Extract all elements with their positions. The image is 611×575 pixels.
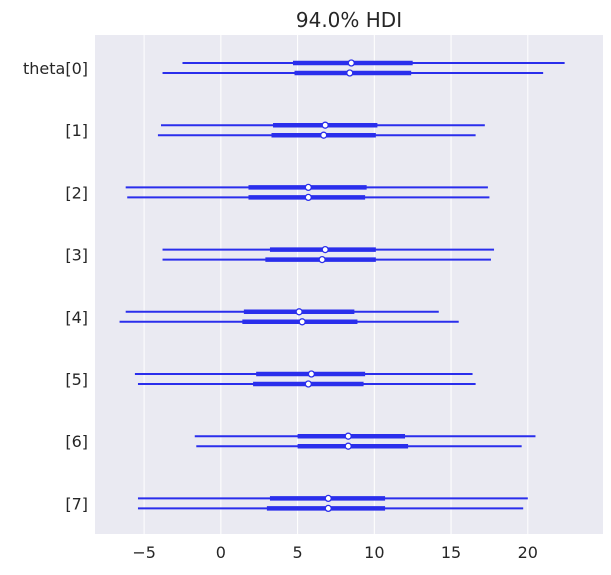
x-tick-label: 0: [216, 543, 226, 562]
point-estimate: [346, 69, 354, 77]
y-tick-labels: theta[0] [1] [2] [3] [4] [5] [6] [7]: [23, 59, 88, 513]
plot-background: [95, 35, 603, 534]
point-estimate: [347, 59, 355, 67]
chart-title: 94.0% HDI: [296, 8, 402, 32]
y-tick-label: [5]: [65, 370, 88, 389]
point-estimate: [324, 494, 332, 503]
point-estimate: [344, 432, 352, 440]
point-estimate: [307, 370, 316, 378]
x-tick-label: 15: [441, 543, 461, 562]
point-estimate: [318, 255, 326, 264]
y-tick-label: [1]: [65, 121, 88, 140]
point-estimate: [324, 504, 332, 513]
y-tick-label: [7]: [65, 494, 88, 513]
y-tick-label: theta[0]: [23, 59, 88, 78]
point-estimate: [321, 245, 329, 254]
point-estimate: [295, 308, 303, 316]
point-estimate: [344, 442, 352, 450]
x-tick-label: 20: [518, 543, 538, 562]
x-tick-label: 5: [292, 543, 302, 562]
point-estimate: [321, 121, 329, 129]
x-tick-labels: −5 0 5 10 15 20: [132, 543, 538, 562]
point-estimate: [304, 193, 312, 202]
grid-lines: [143, 35, 529, 534]
interval-marks: [119, 59, 565, 513]
x-tick-label: −5: [132, 543, 156, 562]
point-estimate: [304, 183, 312, 192]
y-tick-label: [3]: [65, 246, 88, 265]
point-estimate: [304, 380, 312, 388]
y-tick-label: [4]: [65, 308, 88, 327]
y-tick-label: [6]: [65, 432, 88, 451]
x-tick-label: 10: [364, 543, 384, 562]
y-tick-label: [2]: [65, 183, 88, 202]
point-estimate: [320, 131, 328, 139]
point-estimate: [298, 318, 306, 326]
